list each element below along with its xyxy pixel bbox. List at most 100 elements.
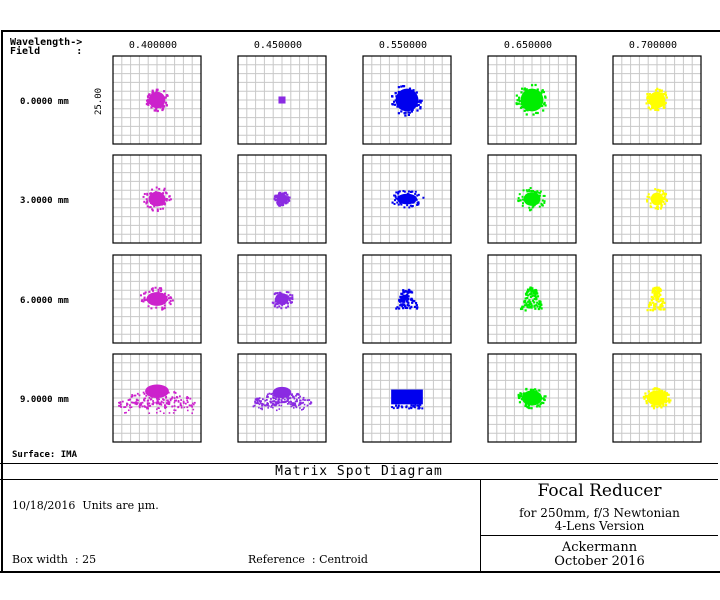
spot-point xyxy=(543,200,546,203)
spot-point xyxy=(179,402,182,405)
spot-point xyxy=(145,394,148,397)
spot-point xyxy=(171,396,174,399)
spot-point xyxy=(654,89,658,92)
spot-point xyxy=(163,392,165,394)
spot-point xyxy=(118,401,120,404)
spot-point xyxy=(653,308,657,311)
spot-point xyxy=(521,204,524,207)
spot-point xyxy=(159,410,162,413)
spot-point xyxy=(146,193,149,196)
spot-point xyxy=(310,401,312,403)
spot-point xyxy=(654,305,657,308)
spot-point xyxy=(167,294,170,297)
spot-point xyxy=(395,95,398,98)
spot-point xyxy=(402,297,405,300)
spot-point xyxy=(650,299,653,302)
spot-point xyxy=(191,412,193,414)
spot-point xyxy=(162,200,165,203)
spot-point xyxy=(660,406,663,409)
spot-point xyxy=(284,392,287,395)
spot-point xyxy=(657,188,660,191)
spot-point xyxy=(266,404,268,407)
spot-point xyxy=(522,202,525,205)
spot-point xyxy=(286,197,289,200)
spot-point xyxy=(538,301,542,305)
spot-point xyxy=(286,396,288,399)
bottom-border xyxy=(0,571,720,573)
spot-point xyxy=(144,291,147,294)
spot-point xyxy=(399,304,402,307)
spot-point xyxy=(405,405,408,408)
spot-point xyxy=(274,292,277,295)
spot-point xyxy=(278,305,281,308)
spot-point xyxy=(286,402,289,405)
spot-point xyxy=(136,399,139,402)
spot-point xyxy=(404,114,407,117)
spot-point xyxy=(408,290,411,293)
spot-point xyxy=(277,396,280,399)
spot-point xyxy=(278,408,281,410)
spot-point xyxy=(530,200,533,203)
spot-point xyxy=(156,194,159,197)
spot-point xyxy=(270,406,272,408)
spot-point xyxy=(390,95,394,98)
spot-point xyxy=(261,398,264,401)
spot-cell xyxy=(112,55,202,145)
spot-point xyxy=(652,407,656,410)
spot-point xyxy=(149,192,152,195)
spot-point xyxy=(147,101,151,104)
spot-point xyxy=(296,398,298,401)
spot-point xyxy=(131,394,134,396)
spot-point xyxy=(147,103,150,106)
spot-point xyxy=(175,399,177,402)
spot-point xyxy=(525,108,528,111)
spot-point xyxy=(400,203,403,206)
spot-point xyxy=(412,89,415,92)
spot-point xyxy=(149,398,152,401)
spot-point xyxy=(651,309,654,312)
spot-point xyxy=(661,300,665,303)
spot-point xyxy=(286,400,288,403)
spot-point xyxy=(537,201,540,204)
spot-point xyxy=(655,206,658,209)
spot-point xyxy=(408,206,411,209)
spot-point xyxy=(291,402,294,405)
spot-cell xyxy=(487,254,577,344)
spot-point xyxy=(655,198,658,201)
spot-point xyxy=(160,394,163,397)
spot-point xyxy=(646,99,650,103)
spot-point xyxy=(663,193,666,196)
spot-point xyxy=(414,192,417,195)
spot-point xyxy=(402,291,406,294)
spot-point xyxy=(169,198,172,201)
spot-point xyxy=(391,406,394,409)
spot-point xyxy=(409,190,412,193)
spot-point xyxy=(417,202,420,205)
spot-point xyxy=(528,299,531,302)
spot-point xyxy=(166,402,169,405)
spot-point xyxy=(280,399,283,402)
spot-point xyxy=(658,308,661,311)
spot-point xyxy=(265,403,268,406)
spot-point xyxy=(145,406,148,409)
spot-point xyxy=(526,290,529,293)
spot-point xyxy=(659,289,662,292)
spot-point xyxy=(292,404,295,406)
spot-point xyxy=(165,198,168,201)
spot-point xyxy=(654,108,657,111)
spot-point xyxy=(665,96,668,99)
spot-point xyxy=(528,189,531,192)
spot-point xyxy=(278,192,281,195)
spot-point xyxy=(531,206,534,209)
spot-cell xyxy=(362,154,452,244)
spot-point xyxy=(162,202,165,205)
spot-point xyxy=(292,395,295,398)
spot-point xyxy=(401,295,404,299)
spot-point xyxy=(191,404,193,406)
spot-point xyxy=(644,395,647,399)
spot-point xyxy=(302,408,305,410)
spot-point xyxy=(150,307,153,310)
spot-point xyxy=(145,391,148,394)
spot-point xyxy=(149,295,152,298)
spot-point xyxy=(412,299,415,303)
